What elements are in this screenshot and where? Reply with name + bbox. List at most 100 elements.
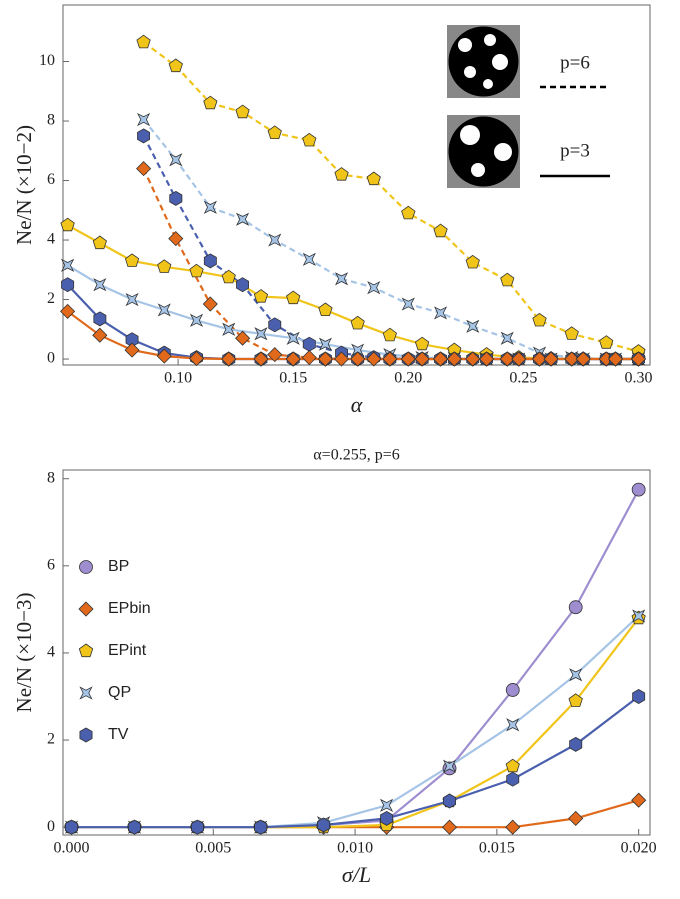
legend-label: BP: [108, 558, 129, 575]
marker: [268, 233, 282, 247]
y-tick-label: 6: [47, 171, 55, 188]
marker: [632, 689, 646, 704]
marker: [254, 327, 268, 341]
marker: [253, 289, 269, 303]
series-line: [71, 615, 640, 829]
marker: [479, 351, 495, 367]
series-lines: [66, 41, 639, 361]
marker: [366, 171, 381, 186]
x-tick-label: 0.15: [279, 370, 307, 387]
marker: [335, 272, 349, 286]
marker: [235, 330, 251, 346]
marker: [203, 95, 218, 110]
marker: [379, 798, 394, 812]
legend-marker: [79, 560, 93, 574]
series-line: [142, 118, 639, 361]
marker: [124, 253, 140, 267]
x-tick-label: 0.30: [624, 370, 652, 387]
marker: [434, 306, 448, 320]
marker: [631, 792, 647, 808]
x-axis-label: α: [351, 392, 363, 417]
marker: [366, 351, 382, 367]
marker: [302, 252, 316, 266]
marker: [630, 351, 647, 367]
marker: [286, 331, 300, 345]
y-tick-label: 0: [47, 350, 55, 367]
legend-label: EPint: [108, 642, 147, 659]
marker: [465, 254, 480, 269]
legend-label: QP: [108, 684, 131, 701]
marker: [222, 322, 236, 336]
y-tick-label: 4: [47, 644, 55, 661]
x-tick-label: 0.25: [509, 370, 537, 387]
x-tick-label: 0.015: [479, 840, 515, 857]
marker: [505, 683, 520, 697]
marker: [60, 303, 76, 319]
inset-blob: [484, 34, 496, 46]
marker: [190, 819, 204, 835]
marker: [202, 296, 218, 312]
x-tick-label: 0.20: [394, 370, 422, 387]
marker: [168, 58, 183, 73]
marker: [127, 819, 141, 835]
marker: [401, 297, 415, 311]
marker: [568, 810, 584, 826]
annotation: p=3: [560, 140, 590, 161]
marker: [188, 350, 205, 367]
y-tick-label: 8: [47, 112, 55, 129]
marker: [124, 342, 140, 358]
x-tick-label: 0.005: [195, 840, 231, 857]
y-tick-label: 2: [47, 731, 55, 748]
marker: [60, 217, 75, 232]
marker: [382, 351, 398, 367]
inset-blob: [492, 54, 508, 70]
marker: [599, 335, 614, 349]
marker: [568, 600, 583, 615]
y-tick-label: 2: [47, 290, 55, 307]
legend-marker: [79, 727, 93, 743]
marker: [318, 302, 333, 317]
legend-label: EPbin: [108, 600, 151, 617]
marker: [500, 272, 515, 287]
x-tick-label: 0.020: [621, 840, 657, 857]
marker: [443, 759, 457, 773]
marker: [235, 104, 250, 119]
series-line: [71, 617, 640, 829]
marker: [61, 277, 75, 293]
inset-blob: [464, 66, 476, 78]
x-axis-label: σ/L: [342, 862, 371, 887]
marker: [511, 351, 527, 367]
x-tick-label: 0.010: [337, 840, 373, 857]
y-tick-label: 0: [47, 818, 55, 835]
x-tick-label: 0.000: [54, 840, 90, 857]
plot-frame: [62, 469, 651, 836]
series-line: [67, 224, 639, 361]
marker: [631, 482, 646, 497]
marker: [92, 235, 107, 250]
marker: [203, 253, 217, 269]
marker: [169, 190, 183, 206]
marker: [136, 34, 151, 49]
series-markers: [60, 34, 647, 367]
marker: [136, 113, 151, 127]
marker: [318, 337, 333, 351]
marker: [414, 351, 430, 367]
y-tick-label: 4: [47, 231, 55, 248]
y-axis-label: Ne/N (×10−2): [12, 125, 36, 245]
marker: [575, 351, 591, 367]
marker: [302, 132, 317, 147]
marker: [632, 609, 646, 623]
marker: [382, 327, 397, 342]
marker: [317, 817, 331, 833]
marker: [190, 313, 204, 327]
marker: [301, 350, 317, 366]
marker: [568, 693, 583, 707]
marker: [65, 819, 78, 835]
marker: [203, 200, 217, 214]
marker: [443, 793, 457, 809]
series-line: [66, 310, 639, 361]
y-tick-label: 8: [47, 469, 55, 486]
marker: [441, 819, 458, 835]
marker: [189, 263, 204, 278]
marker: [505, 819, 521, 835]
